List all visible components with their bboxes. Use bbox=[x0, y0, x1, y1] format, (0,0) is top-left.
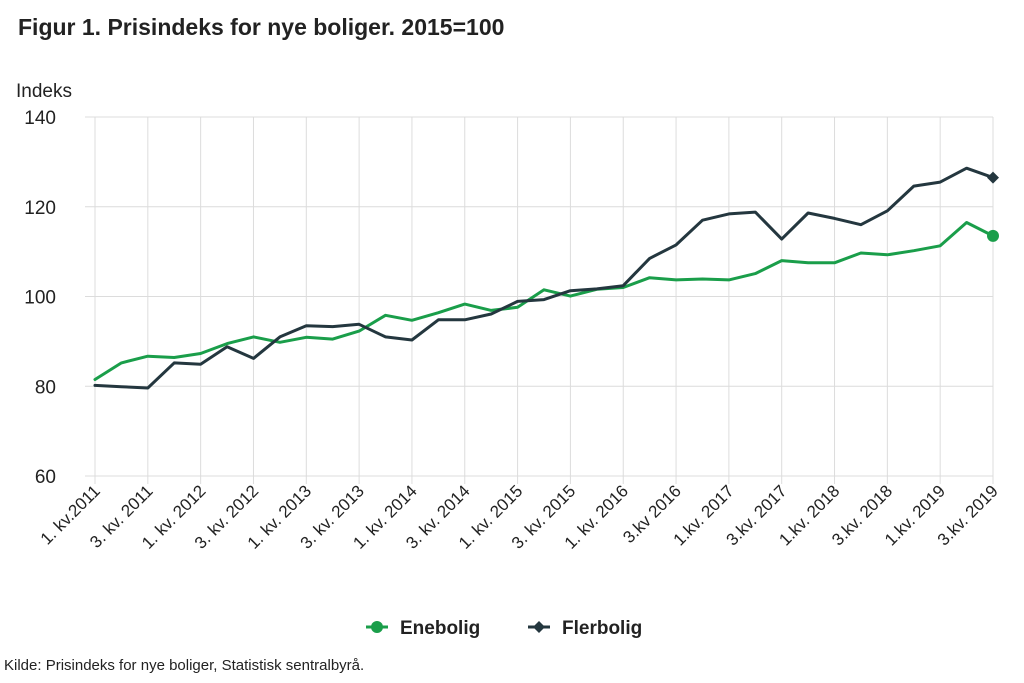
y-tick-labels: 60 80 100 120 140 bbox=[24, 108, 56, 488]
y-tick-label: 100 bbox=[24, 288, 56, 309]
y-tick-label: 140 bbox=[24, 108, 56, 129]
legend-item-enebolig[interactable]: Enebolig bbox=[366, 618, 480, 639]
y-axis-label: Indeks bbox=[16, 81, 72, 102]
end-marker-flerbolig bbox=[987, 171, 999, 184]
end-marker-enebolig bbox=[987, 229, 999, 242]
legend-item-flerbolig[interactable]: Flerbolig bbox=[528, 618, 642, 639]
series-layer bbox=[93, 166, 999, 390]
legend-marker-enebolig bbox=[371, 621, 383, 633]
chart-title: Figur 1. Prisindeks for nye boliger. 201… bbox=[18, 14, 505, 40]
source-note: Kilde: Prisindeks for nye boliger, Stati… bbox=[4, 657, 365, 674]
y-tick-label: 120 bbox=[24, 198, 56, 219]
legend-marker-flerbolig bbox=[533, 621, 545, 633]
legend-label-flerbolig: Flerbolig bbox=[562, 618, 642, 639]
y-tick-label: 80 bbox=[35, 377, 56, 398]
legend-label-enebolig: Enebolig bbox=[400, 618, 480, 639]
series-line-enebolig bbox=[93, 221, 995, 381]
grid-layer bbox=[85, 116, 994, 484]
y-tick-label: 60 bbox=[35, 467, 56, 488]
series-line-flerbolig bbox=[93, 166, 995, 390]
legend[interactable]: Enebolig Flerbolig bbox=[366, 618, 642, 639]
